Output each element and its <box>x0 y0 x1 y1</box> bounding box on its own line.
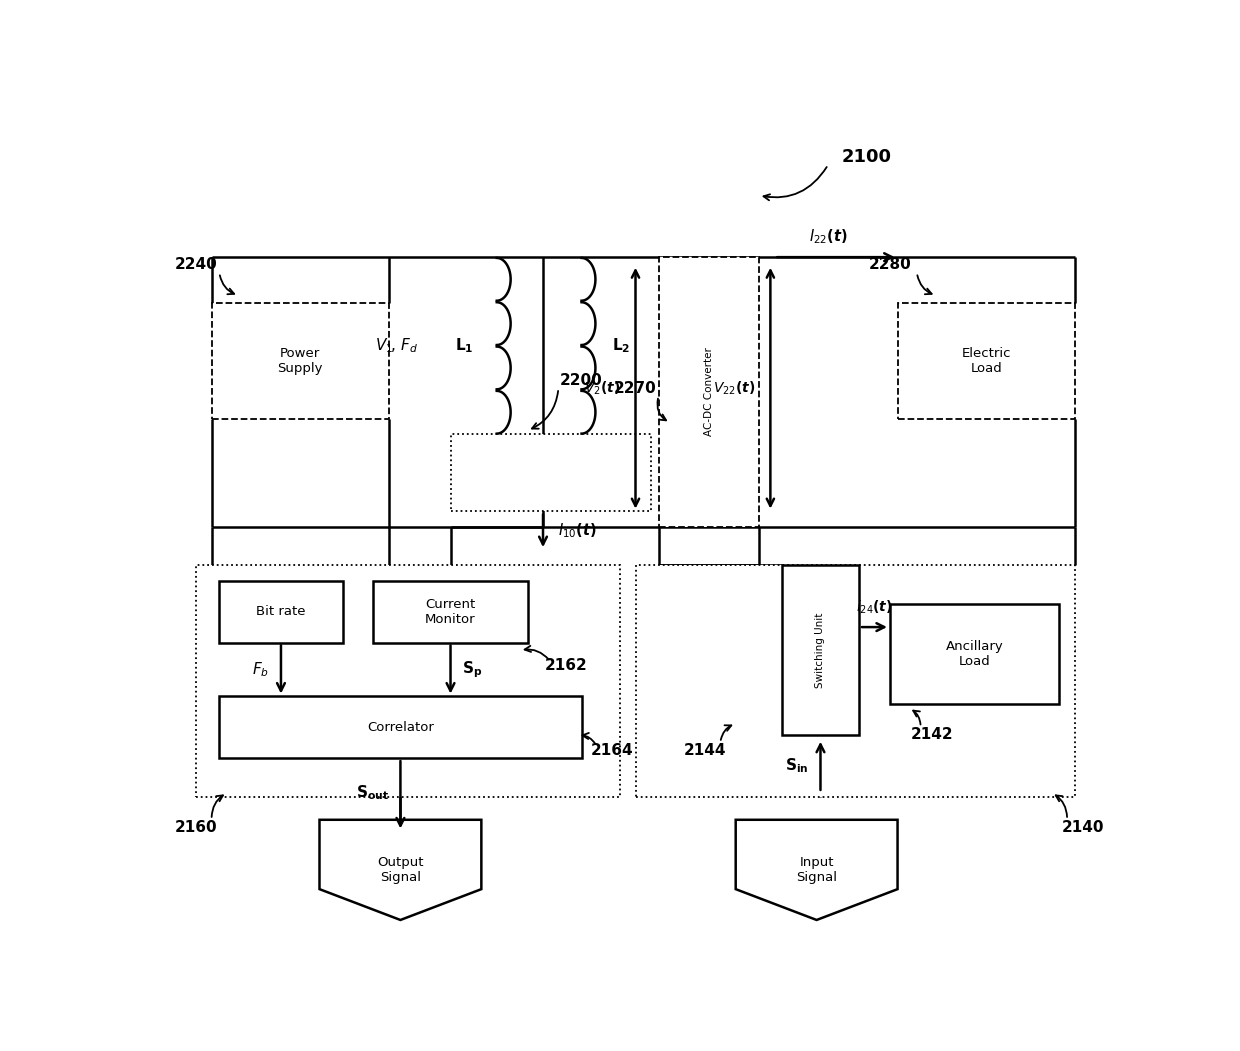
Text: $\boldsymbol{V_2(t)}$: $\boldsymbol{V_2(t)}$ <box>584 379 620 397</box>
Bar <box>890 604 1059 704</box>
Text: $\boldsymbol{I_{22}(t)}$: $\boldsymbol{I_{22}(t)}$ <box>808 227 848 246</box>
Text: Electric
Load: Electric Load <box>961 347 1011 375</box>
Text: Output
Signal: Output Signal <box>377 856 424 884</box>
Text: 2200: 2200 <box>560 373 603 388</box>
Bar <box>212 304 389 419</box>
Text: 2160: 2160 <box>175 820 217 834</box>
Text: 2142: 2142 <box>911 727 954 742</box>
Bar <box>782 565 859 735</box>
Text: Ancillary
Load: Ancillary Load <box>946 640 1003 668</box>
Text: Current
Monitor: Current Monitor <box>425 598 476 625</box>
Text: 2280: 2280 <box>868 257 911 272</box>
Text: 2144: 2144 <box>683 743 727 758</box>
Text: $\boldsymbol{V_{22}(t)}$: $\boldsymbol{V_{22}(t)}$ <box>713 379 755 397</box>
Text: Input
Signal: Input Signal <box>796 856 837 884</box>
Text: 2164: 2164 <box>591 743 634 758</box>
Text: $\boldsymbol{F_b}$: $\boldsymbol{F_b}$ <box>253 660 269 679</box>
Text: Switching Unit: Switching Unit <box>816 613 826 688</box>
Text: 2270: 2270 <box>614 380 657 395</box>
Bar <box>635 565 1075 797</box>
Text: $\mathbf{S_{out}}$: $\mathbf{S_{out}}$ <box>356 783 389 802</box>
Bar <box>219 581 342 642</box>
Bar <box>219 697 582 758</box>
Bar <box>373 581 527 642</box>
Text: 2100: 2100 <box>842 148 892 166</box>
Text: $\boldsymbol{V_1\!,\,F_d}$: $\boldsymbol{V_1\!,\,F_d}$ <box>374 336 418 355</box>
Text: AC-DC Converter: AC-DC Converter <box>704 348 714 436</box>
Text: 2240: 2240 <box>175 257 217 272</box>
Bar <box>898 304 1075 419</box>
Text: $\mathbf{L_1}$: $\mathbf{L_1}$ <box>455 336 474 355</box>
Bar <box>196 565 620 797</box>
Bar <box>450 434 651 512</box>
Polygon shape <box>320 820 481 920</box>
Text: $\boldsymbol{I_{10}(t)}$: $\boldsymbol{I_{10}(t)}$ <box>558 521 598 540</box>
Text: Correlator: Correlator <box>367 721 434 734</box>
Text: $\mathbf{S_p}$: $\mathbf{S_p}$ <box>463 659 482 680</box>
Text: $\mathbf{S_{in}}$: $\mathbf{S_{in}}$ <box>785 757 808 776</box>
Text: $\mathbf{L_2}$: $\mathbf{L_2}$ <box>613 336 631 355</box>
Text: $\boldsymbol{i_{24}(t)}$: $\boldsymbol{i_{24}(t)}$ <box>856 598 893 616</box>
Text: 2162: 2162 <box>544 658 588 673</box>
Text: 2140: 2140 <box>1061 820 1104 834</box>
Bar <box>658 257 759 527</box>
Polygon shape <box>735 820 898 920</box>
Text: Bit rate: Bit rate <box>257 605 306 618</box>
Text: Power
Supply: Power Supply <box>278 347 322 375</box>
